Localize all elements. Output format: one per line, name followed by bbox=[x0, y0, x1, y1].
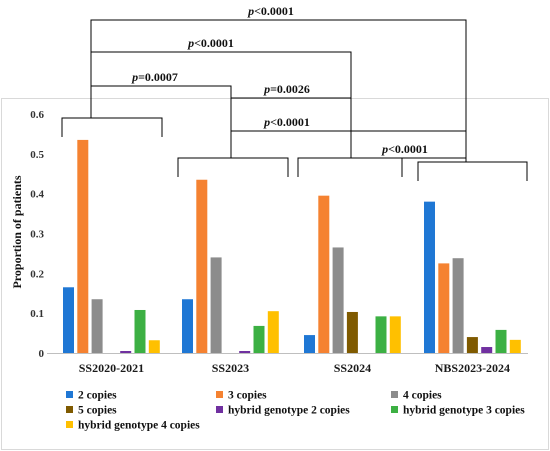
group-bracket-ss2023 bbox=[177, 157, 289, 177]
legend-swatch bbox=[216, 391, 223, 398]
legend-label: 2 copies bbox=[78, 390, 117, 402]
y-axis-label: Proportion of patients bbox=[10, 175, 24, 288]
comparison-line bbox=[351, 157, 467, 162]
bar-4-copies-ss2023 bbox=[210, 257, 222, 353]
bar-4-copies-nbs2023-2024 bbox=[452, 258, 464, 353]
legend-item-5-copies: 5 copies bbox=[66, 405, 117, 417]
legend-swatch bbox=[391, 406, 398, 413]
bar-3-copies-nbs2023-2024 bbox=[438, 263, 450, 353]
category-labels: SS2020-2021 SS2023 SS2024 NBS2023-2024 bbox=[79, 361, 510, 375]
bar-5-copies-nbs2023-2024 bbox=[466, 337, 478, 353]
y-tick-label: 0.3 bbox=[30, 229, 44, 241]
bars bbox=[63, 139, 521, 353]
category-label-ss2024: SS2024 bbox=[334, 361, 371, 375]
bar-hybrid-genotype-4-copies-ss2024 bbox=[389, 316, 401, 353]
y-tick-label: 0.5 bbox=[30, 149, 44, 161]
legend-item-2-copies: 2 copies bbox=[66, 390, 117, 402]
y-tick-label: 0.1 bbox=[30, 308, 44, 320]
comparison-line bbox=[90, 85, 232, 158]
bar-3-copies-ss2020-2021 bbox=[77, 139, 89, 353]
p-value-label: p<0.0001 bbox=[263, 115, 310, 129]
legend-label: hybrid genotype 3 copies bbox=[403, 405, 525, 417]
category-label-ss2023: SS2023 bbox=[212, 361, 249, 375]
legend-item-hybrid-genotype-2-copies: hybrid genotype 2 copies bbox=[216, 405, 350, 417]
y-tick-label: 0.4 bbox=[30, 189, 44, 201]
group-bracket-ss2024 bbox=[297, 157, 403, 177]
significance-comparisons: p<0.0001 p<0.0001 p=0.0007 p=0.0026 p<0.0001… bbox=[90, 4, 467, 162]
group-bracket-nbs2023-2024 bbox=[417, 161, 528, 181]
group-brackets bbox=[61, 117, 528, 181]
legend: 2 copies 3 copies 4 copies 5 copies hybrid g… bbox=[66, 390, 525, 432]
legend-label: 3 copies bbox=[228, 390, 267, 402]
bar-2-copies-ss2023 bbox=[182, 299, 193, 353]
comparison-line bbox=[90, 51, 352, 158]
p-value-label: p=0.0007 bbox=[131, 70, 178, 84]
group-bracket-ss2020-2021 bbox=[61, 117, 163, 137]
bar-hybrid-genotype-3-copies-ss2020-2021 bbox=[134, 309, 146, 353]
p-value-label: p<0.0001 bbox=[247, 4, 294, 18]
y-tick-labels: 0 0.1 0.2 0.3 0.4 0.5 0.6 bbox=[30, 109, 44, 360]
legend-label: 5 copies bbox=[78, 405, 117, 417]
legend-swatch bbox=[66, 406, 73, 413]
legend-item-hybrid-genotype-4-copies: hybrid genotype 4 copies bbox=[66, 420, 200, 432]
bar-hybrid-genotype-4-copies-ss2023 bbox=[267, 311, 279, 353]
bar-hybrid-genotype-3-copies-ss2024 bbox=[375, 316, 387, 353]
bar-hybrid-genotype-2-copies-ss2020-2021 bbox=[120, 351, 132, 353]
y-tick-label: 0.2 bbox=[30, 268, 44, 280]
bar-3-copies-ss2024 bbox=[318, 195, 330, 353]
legend-item-4-copies: 4 copies bbox=[391, 390, 442, 402]
legend-label: hybrid genotype 2 copies bbox=[228, 405, 350, 417]
p-value-label: p<0.0001 bbox=[187, 36, 234, 50]
bar-2-copies-ss2024 bbox=[304, 335, 315, 353]
bar-4-copies-ss2020-2021 bbox=[91, 299, 103, 353]
p-value-label: p=0.0026 bbox=[263, 82, 310, 96]
legend-swatch bbox=[66, 421, 73, 428]
y-tick-label: 0 bbox=[39, 348, 45, 360]
bar-5-copies-ss2024 bbox=[346, 311, 358, 353]
legend-item-3-copies: 3 copies bbox=[216, 390, 267, 402]
p-value-label: p<0.0001 bbox=[381, 142, 428, 156]
bar-hybrid-genotype-3-copies-nbs2023-2024 bbox=[495, 329, 507, 353]
category-label-ss2020-2021: SS2020-2021 bbox=[79, 361, 144, 375]
legend-swatch bbox=[66, 391, 73, 398]
bar-hybrid-genotype-2-copies-ss2023 bbox=[239, 351, 251, 353]
bar-4-copies-ss2024 bbox=[332, 247, 344, 353]
bar-3-copies-ss2023 bbox=[196, 179, 208, 353]
bar-hybrid-genotype-4-copies-ss2020-2021 bbox=[148, 340, 160, 353]
category-label-nbs2023-2024: NBS2023-2024 bbox=[435, 361, 510, 375]
legend-swatch bbox=[216, 406, 223, 413]
bar-hybrid-genotype-2-copies-nbs2023-2024 bbox=[481, 347, 493, 353]
legend-swatch bbox=[391, 391, 398, 398]
legend-item-hybrid-genotype-3-copies: hybrid genotype 3 copies bbox=[391, 405, 525, 417]
bar-hybrid-genotype-4-copies-nbs2023-2024 bbox=[509, 339, 521, 353]
legend-label: 4 copies bbox=[403, 390, 442, 402]
bar-hybrid-genotype-3-copies-ss2023 bbox=[253, 325, 265, 353]
comparison-line bbox=[230, 130, 467, 162]
bar-2-copies-nbs2023-2024 bbox=[424, 201, 435, 353]
comparison-line bbox=[230, 97, 352, 158]
legend-label: hybrid genotype 4 copies bbox=[78, 420, 200, 432]
bar-2-copies-ss2020-2021 bbox=[63, 287, 74, 353]
y-tick-label: 0.6 bbox=[30, 109, 44, 121]
